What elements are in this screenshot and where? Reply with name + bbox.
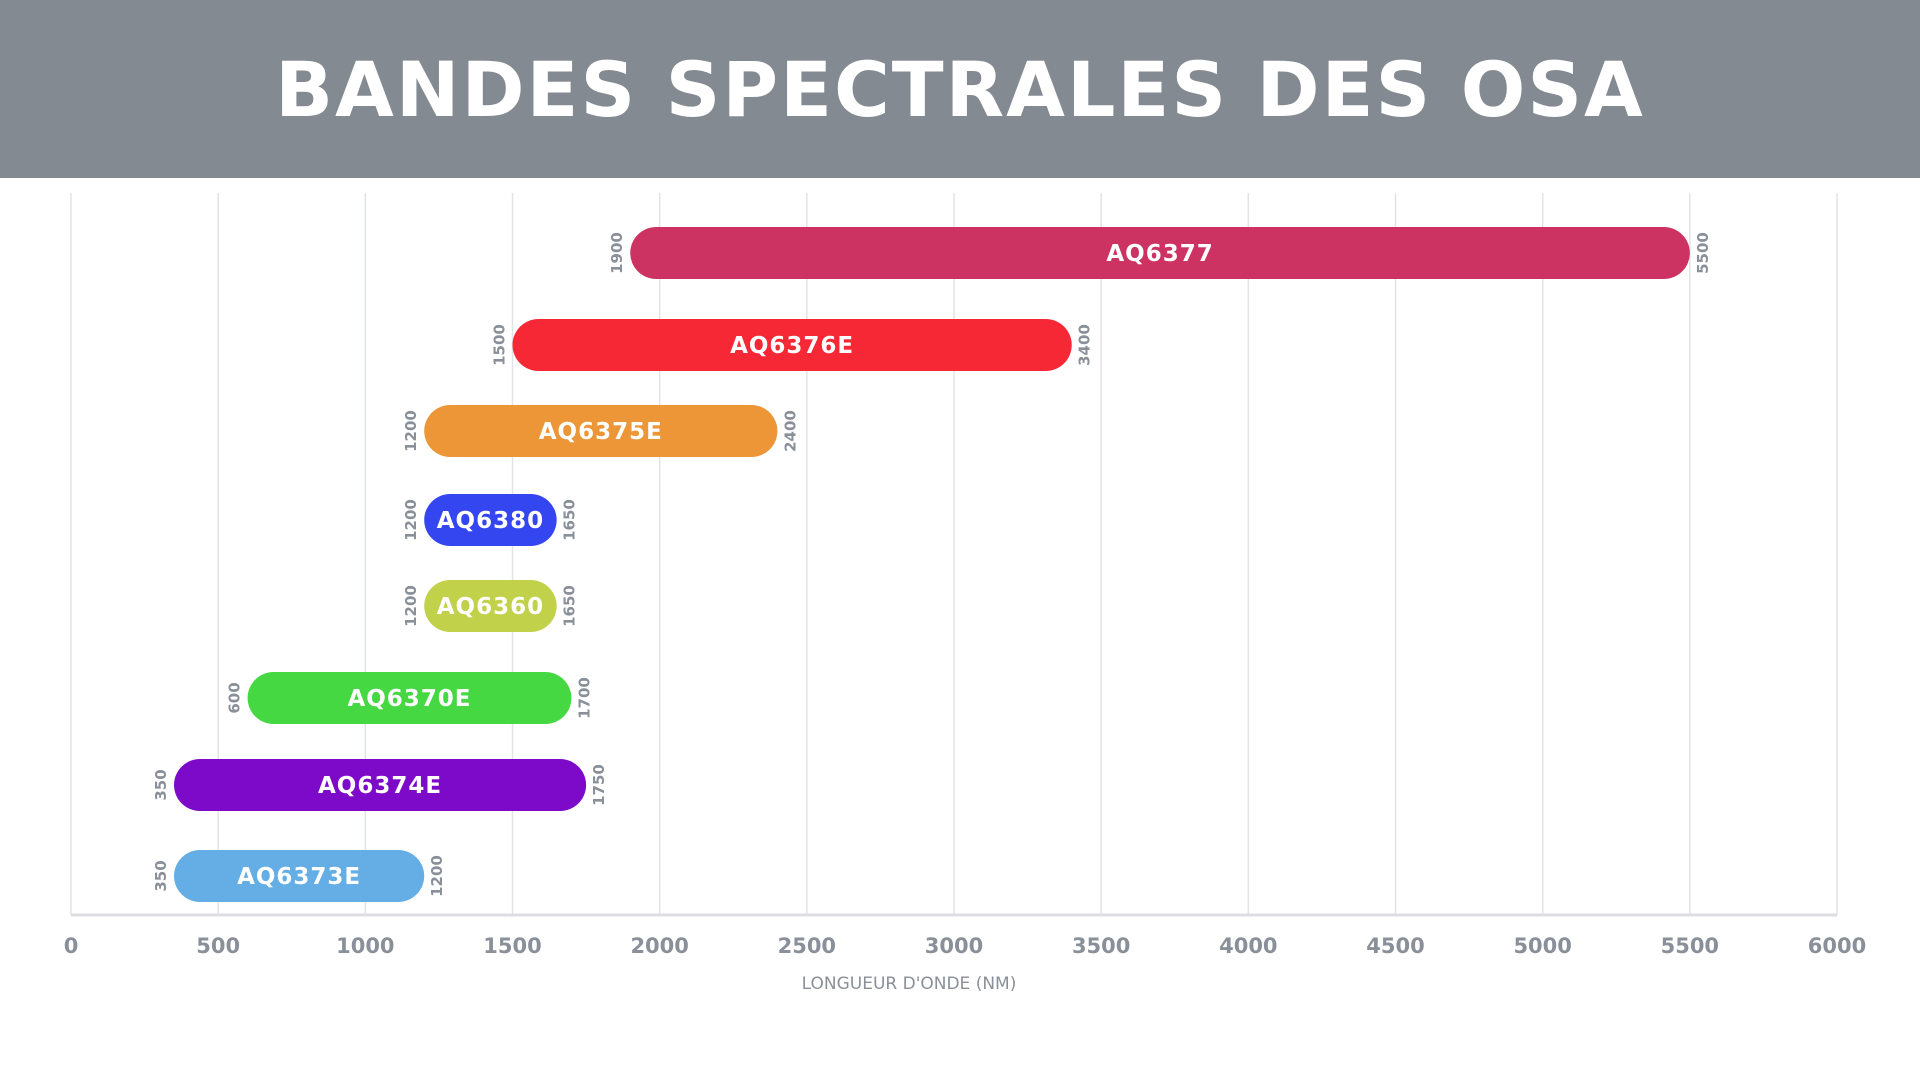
bar-group: AQ6377 1900 5500 — [608, 227, 1712, 279]
x-tick-label: 3000 — [925, 934, 983, 958]
range-bar — [174, 759, 587, 811]
bar-start-label: 1200 — [402, 499, 420, 541]
bar-group: AQ6360 1200 1650 — [402, 580, 579, 632]
bar-end-label: 5500 — [1694, 232, 1712, 274]
bar-start-label: 600 — [226, 682, 244, 713]
bar-end-label: 1650 — [561, 499, 579, 541]
bar-group: AQ6375E 1200 2400 — [402, 405, 799, 457]
bar-end-label: 1200 — [428, 855, 446, 897]
range-bar — [424, 580, 557, 632]
bar-label: AQ6374E — [318, 773, 442, 799]
bar-end-label: 2400 — [781, 410, 799, 452]
range-bar — [424, 405, 778, 457]
bar-label: AQ6375E — [539, 419, 663, 445]
x-tick-label: 4000 — [1219, 934, 1277, 958]
range-bar — [630, 227, 1690, 279]
bar-label: AQ6370E — [347, 686, 471, 712]
bar-start-label: 1200 — [402, 410, 420, 452]
x-tick-label: 4500 — [1366, 934, 1424, 958]
range-bar — [174, 850, 425, 902]
bar-group: AQ6370E 600 1700 — [226, 672, 593, 724]
x-axis-title: LONGUEUR D'ONDE (NM) — [802, 974, 1017, 994]
chart-title: BANDES SPECTRALES DES OSA — [275, 44, 1645, 134]
x-tick-label: 5500 — [1661, 934, 1719, 958]
bar-label: AQ6373E — [237, 864, 361, 890]
x-tick-label: 1500 — [483, 934, 541, 958]
x-tick-label: 0 — [64, 934, 79, 958]
bar-label: AQ6376E — [730, 333, 854, 359]
range-bar-chart: 0 500 1000 1500 2000 2500 3000 3500 4000 4500 5000… — [64, 193, 1866, 994]
x-tick-label: 3500 — [1072, 934, 1130, 958]
range-bar — [512, 319, 1072, 371]
x-tick-label: 500 — [196, 934, 240, 958]
bar-end-label: 1700 — [575, 677, 593, 719]
bar-label: AQ6380 — [437, 508, 544, 534]
bar-end-label: 3400 — [1076, 324, 1094, 366]
range-bar — [424, 494, 557, 546]
bar-start-label: 350 — [152, 769, 170, 800]
bar-start-label: 1200 — [402, 585, 420, 627]
bar-end-label: 1750 — [590, 764, 608, 806]
grid-lines — [70, 193, 1838, 915]
bars: AQ6377 1900 5500 AQ6376E 1500 3400 AQ6375E 1200… — [152, 227, 1712, 902]
title-banner: BANDES SPECTRALES DES OSA — [0, 0, 1920, 178]
bar-group: AQ6380 1200 1650 — [402, 494, 579, 546]
x-tick-label: 6000 — [1808, 934, 1866, 958]
range-bar — [247, 672, 572, 724]
bar-label: AQ6360 — [437, 594, 544, 620]
x-tick-label: 2500 — [778, 934, 836, 958]
x-tick-label: 2000 — [630, 934, 688, 958]
bar-group: AQ6374E 350 1750 — [152, 759, 608, 811]
bar-start-label: 1500 — [491, 324, 509, 366]
bar-start-label: 350 — [152, 860, 170, 891]
x-axis: 0 500 1000 1500 2000 2500 3000 3500 4000 4500 5000… — [64, 913, 1866, 958]
bar-group: AQ6373E 350 1200 — [152, 850, 446, 902]
bar-start-label: 1900 — [608, 232, 626, 274]
bar-end-label: 1650 — [561, 585, 579, 627]
x-tick-label: 5000 — [1513, 934, 1571, 958]
bar-label: AQ6377 — [1106, 241, 1213, 267]
bar-group: AQ6376E 1500 3400 — [491, 319, 1094, 371]
x-tick-label: 1000 — [336, 934, 394, 958]
